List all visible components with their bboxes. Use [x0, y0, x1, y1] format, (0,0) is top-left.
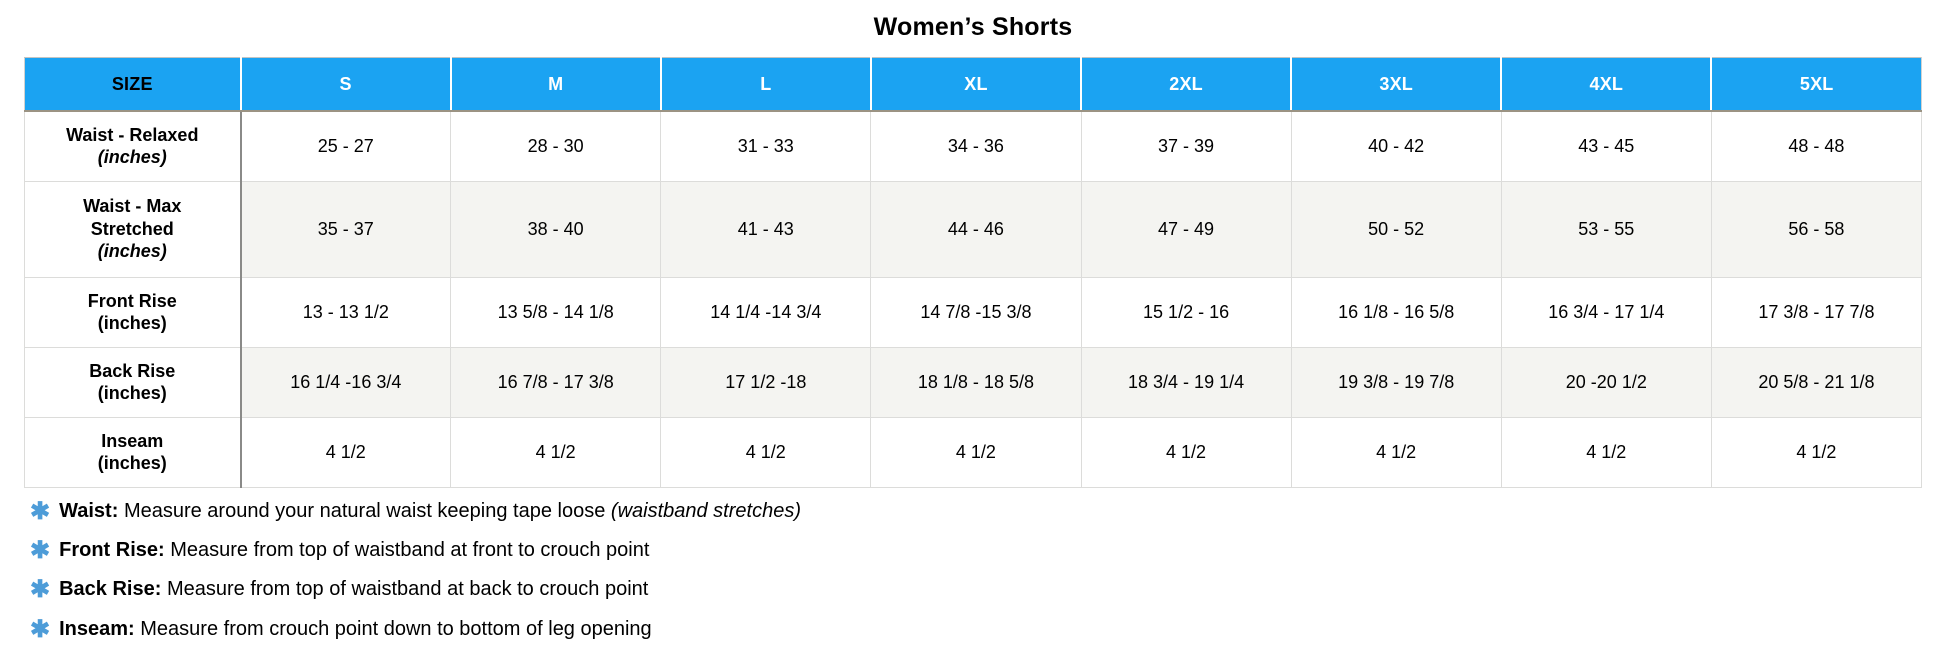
size-value-cell: 13 - 13 1/2	[239, 276, 452, 348]
column-header-5xl: 5XL	[1711, 57, 1923, 112]
size-chart-table: SIZE S M L XL 2XL 3XL 4XL 5XL Waist - Relaxed (in…	[24, 57, 1923, 488]
size-value-cell: 40 - 42	[1290, 110, 1502, 182]
size-value-cell: 4 1/2	[660, 416, 872, 488]
table-row: Back Rise (inches) 16 1/4 -16 3/4 16 7/8 - …	[24, 346, 1923, 418]
column-header-m: M	[450, 57, 662, 112]
size-value-cell: 20 -20 1/2	[1500, 346, 1712, 418]
size-value-cell: 47 - 49	[1080, 180, 1292, 278]
size-value-cell: 14 7/8 -15 3/8	[870, 276, 1082, 348]
footnote-term: Waist:	[59, 499, 119, 522]
row-unit-label: (inches)	[97, 453, 167, 473]
header-row: SIZE S M L XL 2XL 3XL 4XL 5XL	[24, 57, 1923, 112]
table-row: Waist - Relaxed (inches) 25 - 27 28 - 30 31 …	[24, 110, 1923, 182]
size-value-cell: 31 - 33	[660, 110, 872, 182]
footnote-term: Back Rise:	[59, 578, 162, 601]
size-value-cell: 17 1/2 -18	[660, 346, 872, 418]
row-label: Waist - Max Stretched (inches)	[24, 180, 242, 278]
size-value-cell: 4 1/2	[870, 416, 1082, 488]
column-header-s: S	[240, 57, 452, 112]
row-label-line: Stretched	[90, 218, 174, 239]
size-value-cell: 37 - 39	[1080, 110, 1292, 182]
size-value-cell: 4 1/2	[239, 416, 452, 488]
row-unit-label: (inches)	[97, 241, 167, 262]
footnote-italic-note: (waistband stretches)	[610, 499, 801, 522]
size-value-cell: 4 1/2	[1290, 416, 1502, 488]
row-label-line: Waist - Relaxed	[66, 124, 199, 145]
row-label: Back Rise (inches)	[24, 346, 242, 418]
footnotes-section: ✱ Waist: Measure around your natural wais…	[30, 497, 1946, 644]
row-label: Waist - Relaxed (inches)	[24, 110, 242, 182]
size-value-cell: 56 - 58	[1710, 180, 1923, 278]
row-label-line: Waist - Max	[83, 196, 182, 217]
footnote-text: Measure around your natural waist keepin…	[123, 499, 611, 522]
column-header-3xl: 3XL	[1291, 57, 1503, 112]
size-value-cell: 13 5/8 - 14 1/8	[450, 276, 662, 348]
page-title: Women’s Shorts	[873, 13, 1073, 41]
size-value-cell: 38 - 40	[450, 180, 662, 278]
asterisk-icon: ✱	[30, 576, 51, 604]
size-value-cell: 16 1/4 -16 3/4	[239, 346, 452, 418]
size-value-cell: 4 1/2	[1710, 416, 1923, 488]
row-unit-label: (inches)	[97, 313, 167, 333]
footnote-text: Measure from top of waistband at back to…	[166, 578, 649, 601]
size-value-cell: 4 1/2	[1080, 416, 1292, 488]
row-label-line: Inseam	[101, 430, 164, 451]
size-value-cell: 48 - 48	[1710, 110, 1923, 182]
row-unit-label: (inches)	[97, 147, 167, 168]
size-value-cell: 53 - 55	[1500, 180, 1712, 278]
column-header-4xl: 4XL	[1501, 57, 1713, 112]
column-header-xl: XL	[870, 57, 1083, 112]
size-value-cell: 41 - 43	[660, 180, 872, 278]
row-unit-label: (inches)	[97, 383, 167, 403]
footnote-term: Inseam:	[59, 617, 135, 640]
size-value-cell: 16 1/8 - 16 5/8	[1290, 276, 1502, 348]
size-value-cell: 34 - 36	[870, 110, 1082, 182]
size-value-cell: 15 1/2 - 16	[1080, 276, 1292, 348]
footnote-text: Measure from crouch point down to bottom…	[140, 617, 652, 640]
column-header-l: L	[660, 57, 872, 112]
size-value-cell: 4 1/2	[1500, 416, 1712, 488]
size-value-cell: 18 1/8 - 18 5/8	[870, 346, 1082, 418]
table-row: Waist - Max Stretched (inches) 35 - 37 38 - …	[24, 180, 1923, 278]
size-value-cell: 18 3/4 - 19 1/4	[1080, 346, 1292, 418]
asterisk-icon: ✱	[30, 497, 51, 525]
asterisk-icon: ✱	[30, 615, 51, 643]
size-value-cell: 14 1/4 -14 3/4	[660, 276, 872, 348]
column-header-size: SIZE	[24, 57, 242, 112]
size-value-cell: 28 - 30	[450, 110, 662, 182]
size-value-cell: 25 - 27	[239, 110, 452, 182]
size-chart-header: SIZE S M L XL 2XL 3XL 4XL 5XL	[24, 57, 1923, 112]
size-value-cell: 17 3/8 - 17 7/8	[1710, 276, 1923, 348]
footnote-term: Front Rise:	[59, 538, 165, 561]
size-value-cell: 44 - 46	[870, 180, 1082, 278]
footnote: ✱ Front Rise: Measure from top of waistba…	[30, 536, 1946, 564]
row-label-line: Back Rise	[89, 360, 176, 381]
size-value-cell: 19 3/8 - 19 7/8	[1290, 346, 1502, 418]
footnote: ✱ Back Rise: Measure from top of waistban…	[30, 577, 1946, 603]
row-label: Inseam (inches)	[24, 416, 242, 488]
size-value-cell: 35 - 37	[239, 180, 452, 278]
row-label: Front Rise (inches)	[24, 276, 242, 348]
size-value-cell: 50 - 52	[1290, 180, 1502, 278]
size-value-cell: 16 7/8 - 17 3/8	[450, 346, 662, 418]
footnote: ✱ Inseam: Measure from crouch point down …	[30, 615, 1946, 643]
footnote-text: Measure from top of waistband at front t…	[170, 538, 650, 561]
size-value-cell: 16 3/4 - 17 1/4	[1500, 276, 1712, 348]
footnote: ✱ Waist: Measure around your natural wais…	[30, 497, 1946, 525]
asterisk-icon: ✱	[30, 536, 51, 564]
size-value-cell: 20 5/8 - 21 1/8	[1710, 346, 1923, 418]
row-label-line: Front Rise	[87, 290, 177, 311]
table-row: Front Rise (inches) 13 - 13 1/2 13 5/8 - 14…	[24, 276, 1923, 348]
table-row: Inseam (inches) 4 1/2 4 1/2 4 1/2 4 1/2 4 1/2 4…	[24, 416, 1923, 488]
column-header-2xl: 2XL	[1081, 57, 1293, 112]
size-value-cell: 43 - 45	[1500, 110, 1712, 182]
size-value-cell: 4 1/2	[450, 416, 662, 488]
size-chart-body: Waist - Relaxed (inches) 25 - 27 28 - 30 31 …	[24, 110, 1923, 488]
